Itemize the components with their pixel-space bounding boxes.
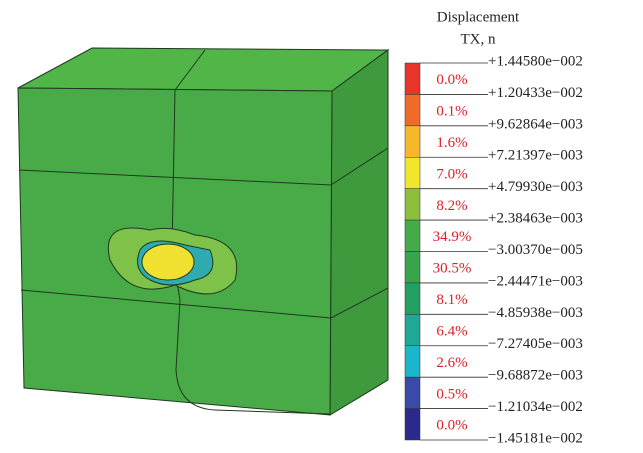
color-band [405,94,420,125]
boundary-label: +7.21397e−003 [488,148,583,164]
boundary-label: +9.62864e−003 [488,116,583,132]
band-percent: 34.9% [433,229,472,245]
boundary-label: −7.27405e−003 [488,336,583,352]
boundary-label: −4.85938e−003 [488,305,583,321]
top-face [18,48,388,91]
legend-subtitle: TX, n [461,31,496,47]
color-band [405,220,420,251]
band-percent: 8.1% [436,292,467,308]
band-percent: 7.0% [436,166,467,182]
band-percent: 8.2% [436,198,467,214]
model [18,48,388,415]
band-percent: 2.6% [436,355,467,371]
band-percent: 0.1% [436,104,467,120]
color-band [405,63,420,94]
band-percent: 6.4% [436,323,467,339]
color-band [405,377,420,408]
boundary-label: +1.20433e−002 [488,85,583,101]
band-percent: 30.5% [433,261,472,277]
contour-core [142,244,194,280]
legend: 0.0% 0.1% 1.6% 7.0% 8.2% 34.9% 30.5% 8.1% 6.4% 2.… [405,53,583,446]
band-percent: 1.6% [436,135,467,151]
boundary-label: +2.38463e−003 [488,211,583,227]
boundary-label: −3.00370e−005 [488,242,583,258]
boundary-label: −1.21034e−002 [488,399,583,415]
color-band [405,157,420,188]
color-band [405,283,420,314]
color-band [405,346,420,377]
band-percent: 0.0% [436,72,467,88]
side-face [330,50,388,415]
boundary-label: +1.44580e−002 [488,53,583,69]
boundary-label: −1.45181e−002 [488,430,583,446]
color-band [405,189,420,220]
band-percent: 0.5% [436,386,467,402]
band-percent: 0.0% [436,418,467,434]
boundary-label: −9.68872e−003 [488,368,583,384]
color-band [405,126,420,157]
figure: Displacement TX, n 0.0% 0.1% 1.6% 7.0% 8.2% 3… [0,0,643,453]
color-band [405,314,420,345]
boundary-label: −2.44471e−003 [488,273,583,289]
boundary-label: +4.79930e−003 [488,179,583,195]
color-band [405,409,420,440]
legend-title: Displacement [437,9,520,25]
color-band [405,252,420,283]
